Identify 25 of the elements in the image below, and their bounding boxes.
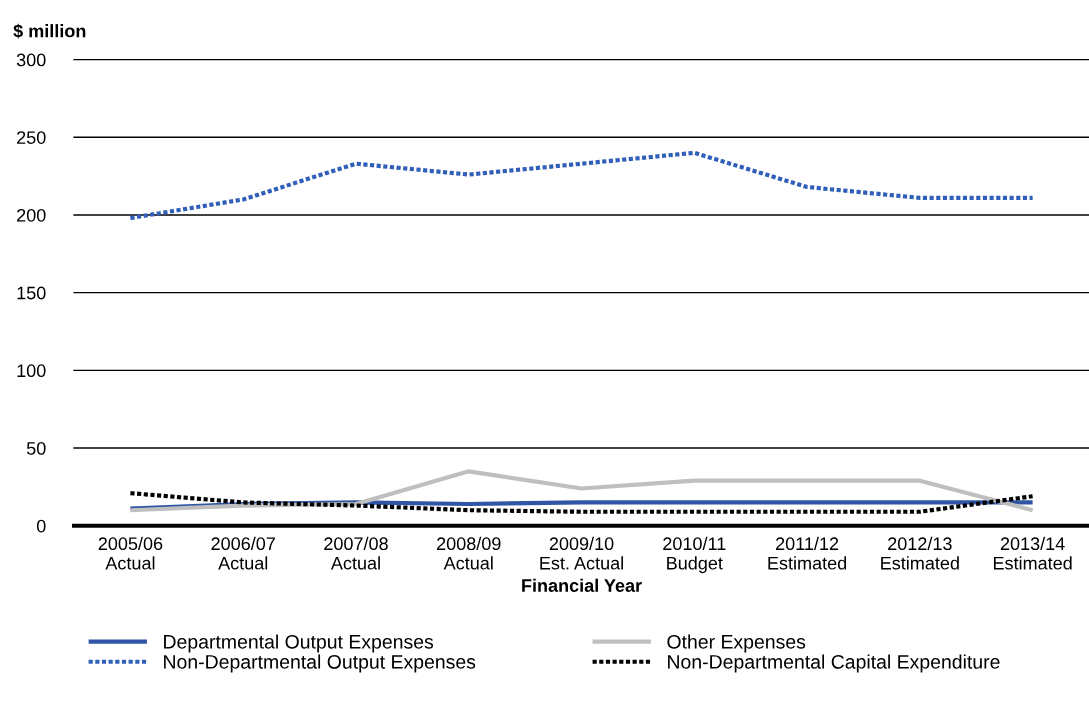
line-series <box>128 491 1035 514</box>
x-tick-label: 2012/13 Estimated <box>881 536 959 570</box>
x-tick-label: 2007/08 Actual <box>324 536 388 570</box>
x-axis-title: Financial Year <box>522 578 642 592</box>
x-tick-label: 2010/11 Budget <box>663 536 726 574</box>
x-tick-label: 2011/12 Estimated <box>768 536 847 570</box>
y-tick-label: 300 <box>16 53 46 67</box>
x-tick-label: 2005/06 Actual <box>98 536 163 570</box>
y-tick-label: 50 <box>26 441 46 455</box>
legend-label: Departmental Output Expenses <box>164 634 434 653</box>
line-series <box>128 469 1035 513</box>
y-tick-label: 150 <box>17 286 46 300</box>
y-tick-label: 200 <box>17 208 46 222</box>
y-tick-label: 100 <box>17 364 46 378</box>
legend-label: Other Expenses <box>667 634 806 653</box>
y-axis-title: $ million <box>13 23 86 39</box>
x-tick-label: 2006/07 Actual <box>211 536 275 570</box>
x-tick-label: 2013/14 Estimated <box>993 536 1072 570</box>
x-tick-label: 2009/10 Est. Actual <box>540 536 623 570</box>
legend-label: Non-Departmental Capital Expenditure <box>668 654 1000 673</box>
legend-label: Non-Departmental Output Expenses <box>164 654 476 673</box>
y-tick-label: 0 <box>36 519 46 533</box>
x-tick-label: 2008/09 Actual <box>437 536 501 570</box>
y-tick-label: 250 <box>17 131 46 144</box>
line-series <box>128 150 1035 221</box>
